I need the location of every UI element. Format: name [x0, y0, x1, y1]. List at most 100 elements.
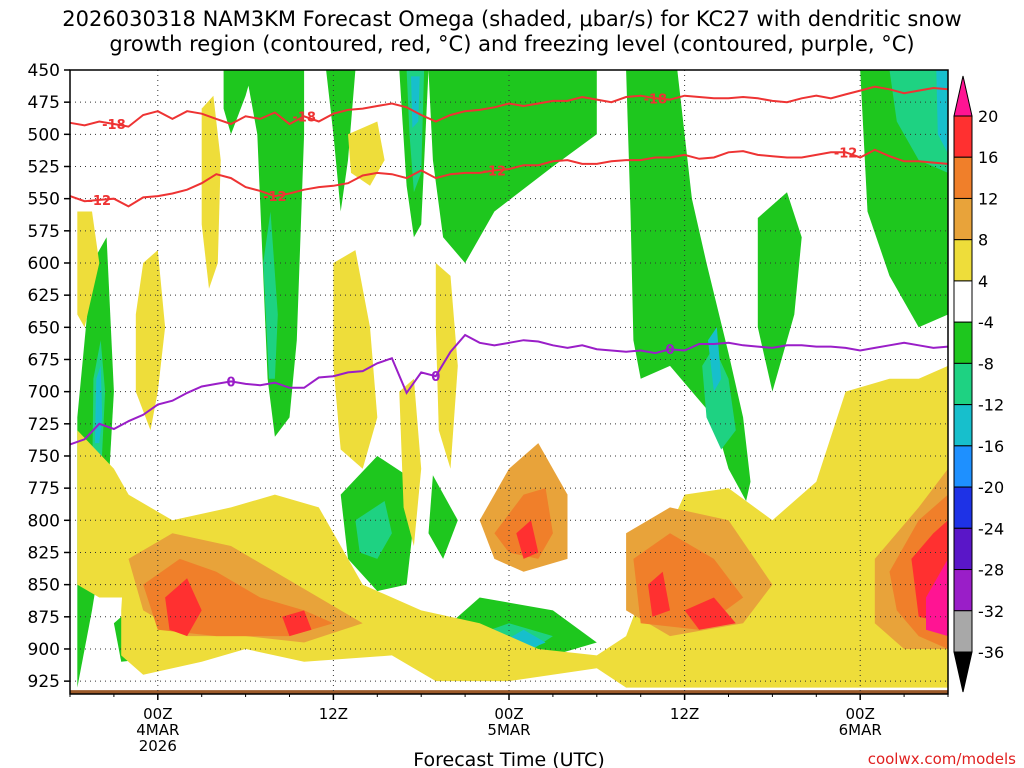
contour-label: -18	[102, 118, 126, 133]
y-tick-label: 875	[28, 608, 60, 628]
colorbar-box	[953, 610, 973, 653]
y-tick-label: 900	[28, 640, 60, 660]
contour-label: -12	[834, 146, 858, 161]
y-tick-label: 725	[28, 415, 60, 435]
x-tick-label: 12Z	[670, 705, 699, 723]
x-tick-label: 4MAR	[136, 721, 179, 739]
omega-region-4	[348, 121, 385, 186]
colorbar-label: -32	[978, 602, 1004, 621]
chart-title-line-2: growth region (contoured, red, °C) and f…	[109, 32, 915, 56]
colorbar-label: 8	[978, 231, 988, 250]
y-tick-label: 600	[28, 254, 60, 274]
y-tick-label: 650	[28, 318, 60, 338]
y-tick-label: 750	[28, 447, 60, 467]
terrain-band	[70, 690, 948, 694]
colorbar-label: -4	[978, 313, 994, 332]
contour-layer: -18 -18 -18 -12 -12 -12 -12 0 0 0	[69, 85, 949, 446]
y-tick-label: 850	[28, 576, 60, 596]
contour-label: 0	[226, 375, 235, 390]
x-tick-label: 00Z	[143, 705, 172, 723]
x-tick-label: 2026	[139, 737, 177, 755]
colorbar-label: -36	[978, 643, 1004, 662]
colorbar-box	[953, 156, 973, 199]
colorbar-label: -28	[978, 561, 1004, 580]
colorbar-box	[953, 197, 973, 241]
colorbar-label: 20	[978, 107, 998, 126]
contour-label: -12	[263, 190, 287, 205]
colorbar-box	[953, 321, 973, 364]
x-tick-label: 12Z	[319, 705, 348, 723]
colorbar-label: 12	[978, 189, 998, 208]
dgz-contour-minus12	[69, 148, 949, 208]
y-tick-label: 925	[28, 672, 60, 692]
omega-region-16	[282, 610, 312, 637]
colorbar-box	[953, 280, 973, 323]
omega-region-12	[494, 488, 553, 559]
omega-region--16	[936, 70, 948, 154]
x-tick-label: 00Z	[494, 705, 523, 723]
y-tick-label: 700	[28, 383, 60, 403]
contour-label: 0	[431, 370, 440, 385]
axes-layer: 450 475 500 525 550 575 600 625 650 675 700 725 750 7…	[28, 61, 949, 755]
colorbar-box	[953, 486, 973, 529]
omega-region--8	[245, 70, 305, 437]
grid-layer	[70, 69, 948, 694]
colorbar-label: 4	[978, 272, 988, 291]
y-tick-label: 450	[28, 61, 60, 81]
omega-region--8	[757, 192, 802, 392]
colorbar-bottom-arrow	[953, 651, 973, 693]
chart-title-line-1: 2026030318 NAM3KM Forecast Omega (shaded…	[62, 7, 962, 31]
contour-label: -12	[483, 164, 507, 179]
omega-region--12	[355, 501, 392, 559]
contour-label: -18	[644, 92, 668, 107]
omega-region-16	[648, 571, 670, 617]
x-tick-label: 00Z	[846, 705, 875, 723]
colorbar-box	[953, 239, 973, 282]
colorbar: 20 16 12 8 4 -4 -8 -12 -16 -20 -24 -28 -32 -36	[953, 75, 1004, 693]
colorbar-label: -16	[978, 437, 1004, 456]
omega-region--12	[406, 70, 425, 193]
colorbar-top-arrow	[953, 75, 973, 117]
omega-region-16	[165, 578, 202, 637]
omega-region--8	[223, 70, 253, 135]
x-tick-label: 6MAR	[839, 721, 882, 739]
omega-region-20	[926, 558, 948, 637]
colorbar-label: -12	[978, 396, 1004, 415]
y-tick-label: 625	[28, 286, 60, 306]
y-tick-label: 575	[28, 222, 60, 242]
x-axis-label: Forecast Time (UTC)	[413, 749, 604, 768]
y-tick-label: 775	[28, 479, 60, 499]
y-tick-label: 475	[28, 93, 60, 113]
omega-region-16	[516, 520, 539, 559]
contour-label: -18	[292, 110, 316, 125]
omega-region-16	[684, 597, 736, 630]
colorbar-box	[953, 404, 973, 447]
dgz-contour-minus18	[69, 85, 949, 128]
colorbar-box	[953, 569, 973, 612]
y-tick-label: 800	[28, 511, 60, 531]
colorbar-label: -24	[978, 519, 1004, 538]
contour-label: 0	[665, 343, 674, 358]
colorbar-label: 16	[978, 148, 998, 167]
omega-region--8	[428, 70, 597, 263]
omega-region--8	[428, 475, 458, 559]
omega-region-4	[77, 211, 100, 328]
colorbar-box	[953, 527, 973, 571]
colorbar-box	[953, 362, 973, 406]
y-tick-label: 825	[28, 543, 60, 563]
colorbar-box	[953, 115, 973, 158]
y-tick-label: 675	[28, 350, 60, 370]
contour-label: -12	[88, 194, 112, 209]
colorbar-label: -8	[978, 354, 994, 373]
y-tick-label: 525	[28, 157, 60, 177]
omega-region-4	[201, 95, 221, 289]
x-tick-label: 5MAR	[487, 721, 530, 739]
credit-text: coolwx.com/models	[868, 750, 1016, 768]
omega-region-4	[399, 378, 422, 546]
colorbar-box	[953, 445, 973, 488]
y-tick-label: 500	[28, 125, 60, 145]
omega-region--12	[889, 70, 948, 173]
freezing-level-contour	[69, 333, 949, 446]
y-tick-label: 550	[28, 190, 60, 210]
